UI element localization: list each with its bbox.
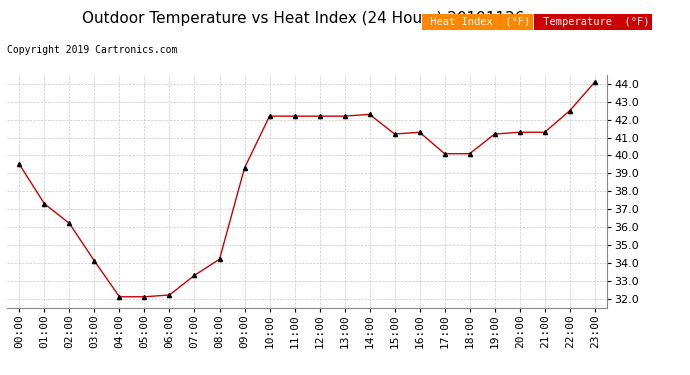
Text: Heat Index  (°F): Heat Index (°F) — [424, 17, 531, 27]
Text: Outdoor Temperature vs Heat Index (24 Hours) 20191126: Outdoor Temperature vs Heat Index (24 Ho… — [82, 11, 525, 26]
Text: Copyright 2019 Cartronics.com: Copyright 2019 Cartronics.com — [7, 45, 177, 55]
Text: Temperature  (°F): Temperature (°F) — [537, 17, 649, 27]
